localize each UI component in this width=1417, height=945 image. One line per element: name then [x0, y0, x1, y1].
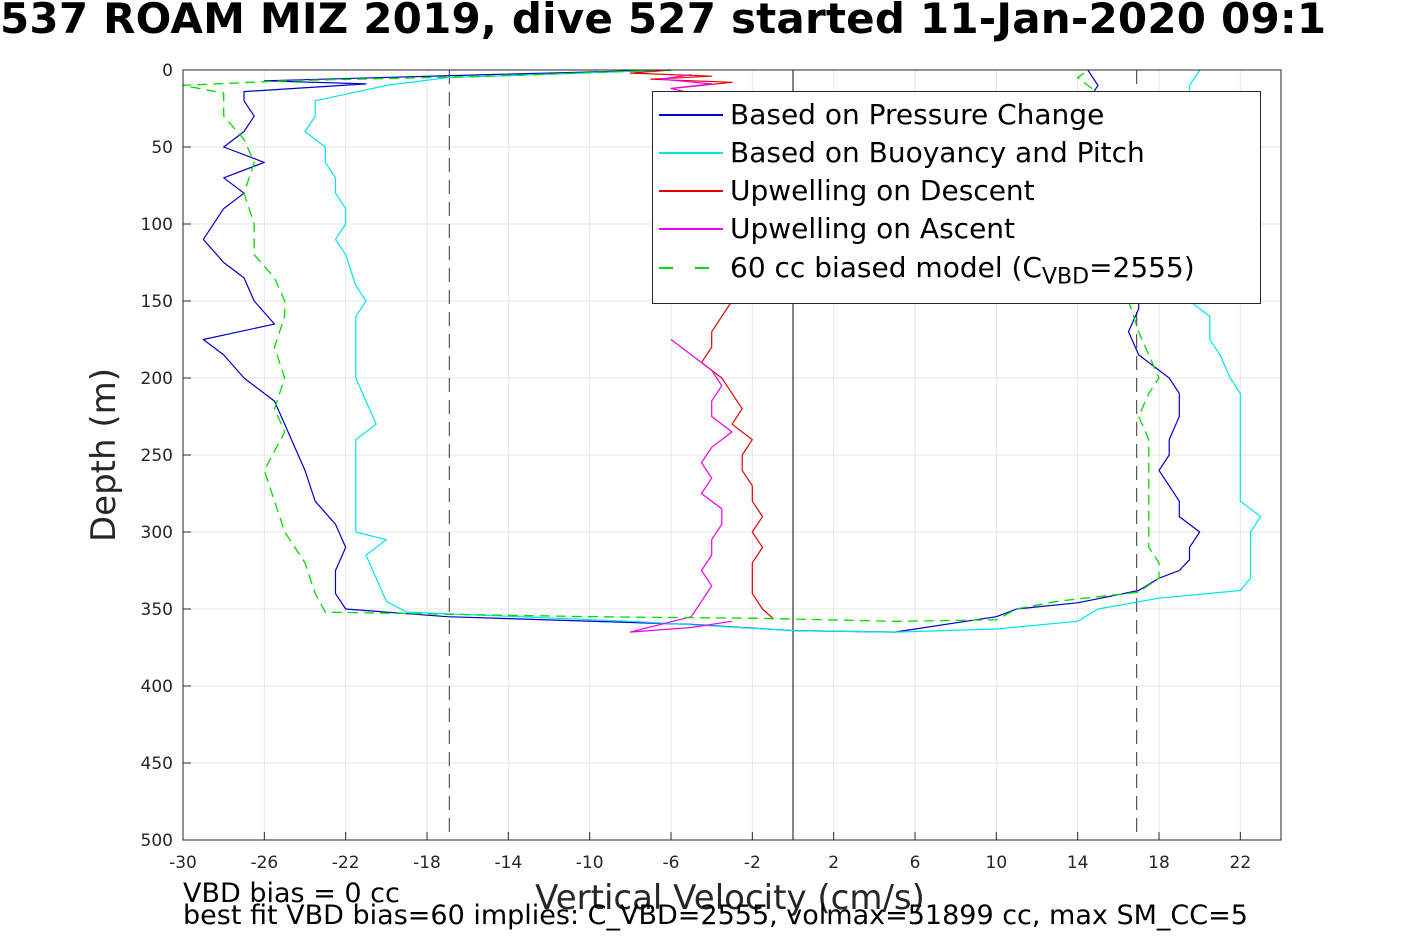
legend-item-ascent: Upwelling on Ascent [653, 210, 1253, 248]
y-tick-label: 350 [141, 600, 173, 620]
series-line-buoyancy [304, 69, 1262, 633]
legend-item-pressure: Based on Pressure Change [653, 96, 1253, 134]
legend-item-buoyancy: Based on Buoyancy and Pitch [653, 134, 1253, 172]
chart-title: 537 ROAM MIZ 2019, dive 527 started 11-J… [0, 0, 1327, 43]
legend-swatch-descent [659, 190, 723, 192]
x-tick-label: 10 [986, 853, 1008, 873]
y-tick-label: 200 [141, 369, 173, 389]
y-tick-labels: 0 50 100 150 200 250 300 350 400 450 500 [141, 61, 191, 851]
y-axis-label: Depth (m) [84, 367, 124, 543]
x-tick-labels: -30 -26 -22 -18 -14 -10 -6 -2 2 6 10 14 18 22 [169, 832, 1251, 873]
legend-swatch-ascent [659, 228, 723, 230]
x-tick-label: 18 [1148, 853, 1170, 873]
legend-swatch-pressure [659, 114, 723, 116]
y-tick-label: 0 [162, 61, 173, 81]
x-tick-label: -30 [169, 853, 197, 873]
legend-label-buoyancy: Based on Buoyancy and Pitch [730, 136, 1145, 169]
legend: Based on Pressure Change Based on Buoyan… [652, 91, 1261, 304]
legend-swatch-model [659, 267, 723, 269]
x-tick-label: -22 [332, 853, 360, 873]
legend-item-descent: Upwelling on Descent [653, 172, 1253, 210]
x-tick-label: 14 [1067, 853, 1089, 873]
x-tick-label: -26 [250, 853, 278, 873]
x-tick-label: -18 [413, 853, 441, 873]
y-tick-label: 100 [141, 215, 173, 235]
x-tick-label: -2 [744, 853, 761, 873]
series-line-descent [700, 300, 774, 619]
footer-best-fit: best fit VBD bias=60 implies: C_VBD=2555… [183, 900, 1248, 931]
series-line-descent [629, 69, 733, 90]
y-tick-label: 50 [151, 138, 173, 158]
x-tick-label: -10 [576, 853, 604, 873]
footer-vbd-bias: VBD bias = 0 cc [183, 878, 400, 909]
legend-swatch-buoyancy [659, 152, 723, 154]
series-lines [182, 69, 1262, 633]
legend-item-model: 60 cc biased model (CVBD=2555) [653, 249, 1253, 290]
series-line-ascent [629, 339, 733, 633]
y-tick-label: 450 [141, 754, 173, 774]
legend-label-descent: Upwelling on Descent [730, 174, 1035, 207]
legend-label-model: 60 cc biased model (CVBD=2555) [730, 251, 1195, 290]
x-axis-label: Vertical Velocity (cm/s) [535, 878, 925, 918]
x-tick-label: -6 [663, 853, 680, 873]
legend-label-pressure: Based on Pressure Change [730, 98, 1105, 131]
y-tick-label: 250 [141, 446, 173, 466]
series-line-ascent [660, 74, 713, 94]
y-tick-label: 150 [141, 292, 173, 312]
legend-label-model-main: 60 cc biased model (C [730, 251, 1042, 284]
legend-label-model-suffix: =2555) [1089, 251, 1195, 284]
x-tick-label: -14 [494, 853, 522, 873]
y-tick-label: 400 [141, 677, 173, 697]
x-tick-label: 6 [910, 853, 921, 873]
x-tick-label: 22 [1230, 853, 1252, 873]
legend-label-ascent: Upwelling on Ascent [730, 212, 1016, 245]
y-tick-label: 300 [141, 523, 173, 543]
y-tick-label: 500 [141, 831, 173, 851]
legend-label-model-sub: VBD [1041, 264, 1090, 290]
x-tick-label: 2 [828, 853, 839, 873]
